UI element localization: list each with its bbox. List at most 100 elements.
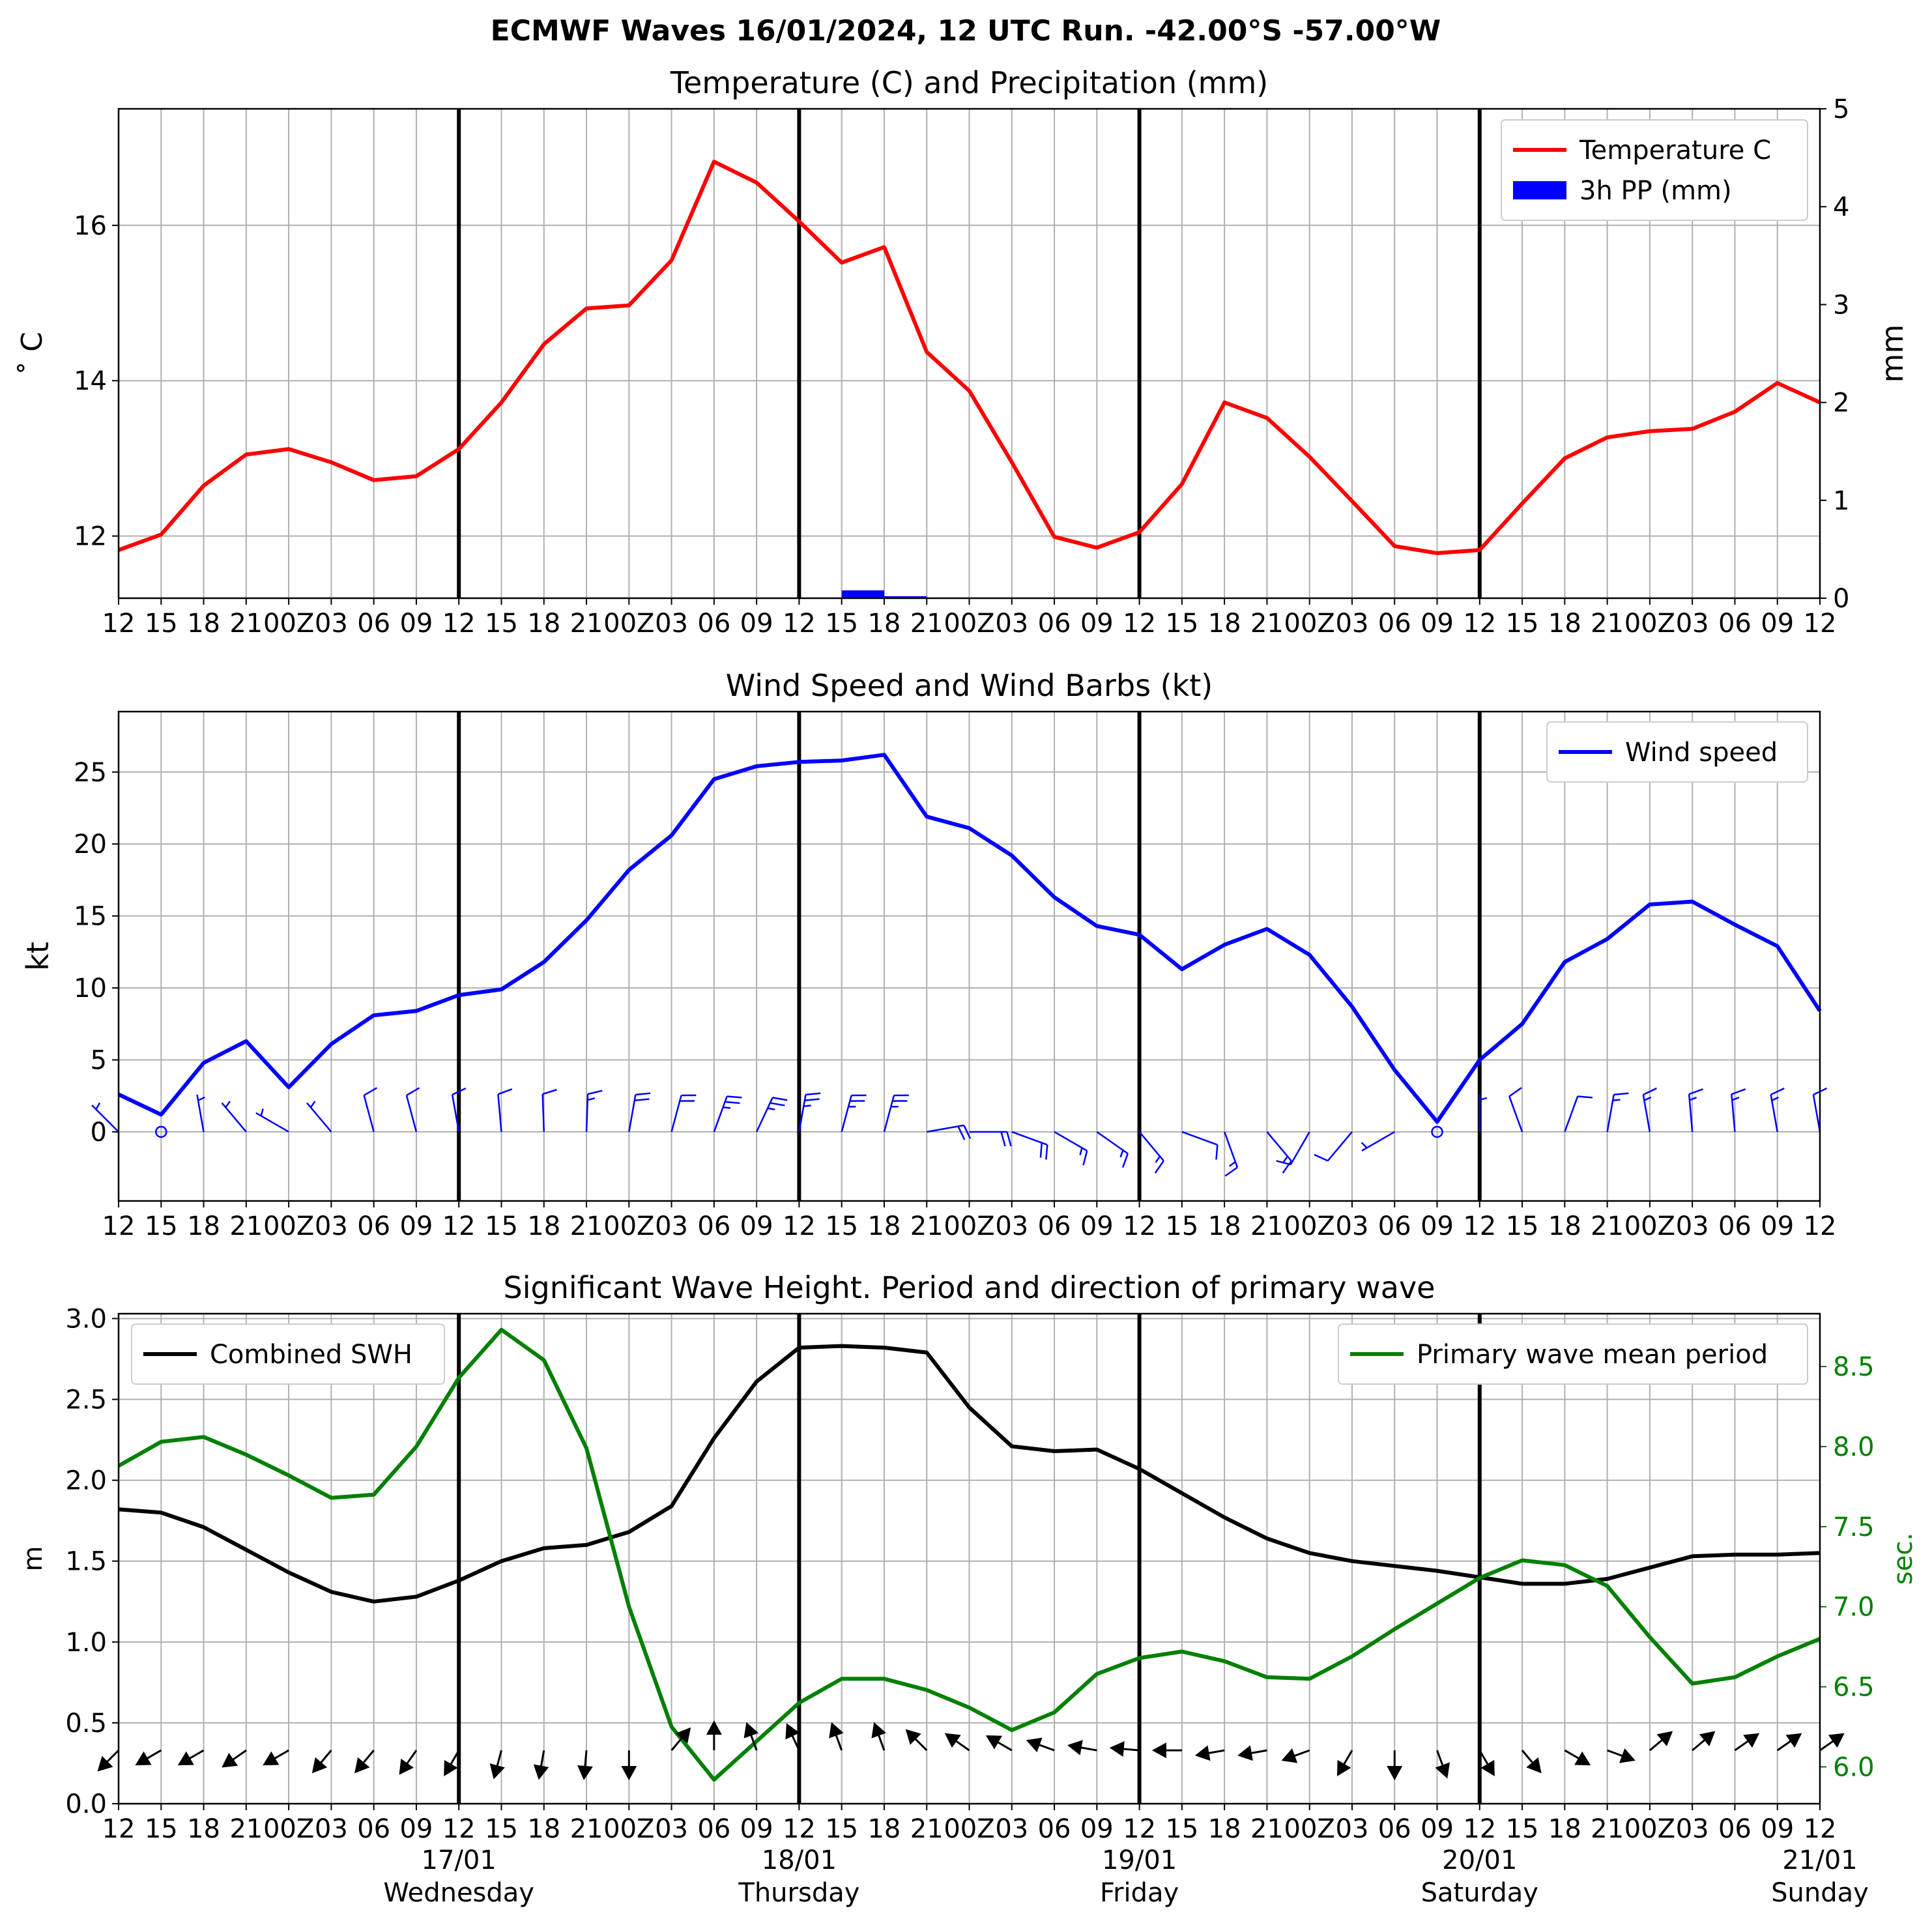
wind-barb-shaft [1054,1131,1088,1152]
wind-barb-shaft [1361,1131,1395,1152]
wave-arrow-head [1619,1748,1636,1763]
wave-arrow-head [1336,1759,1351,1776]
day-date-label: 17/01 [422,1845,497,1875]
x-tick-label: 21 [910,1814,944,1844]
wave-arrow-head [444,1759,458,1776]
wind-barb-calm [1431,1125,1443,1138]
wave-direction-arrow [97,1750,120,1772]
wind-barb [755,1097,788,1133]
wind-barb-feather [1224,1166,1238,1177]
x-tick-label: 18 [187,1211,220,1241]
wind-barb [306,1101,332,1133]
wind-barb [713,1095,742,1133]
x-tick-label: 03 [1336,609,1369,639]
wind-barb-half-feather [225,1101,231,1108]
wind-barb-half-feather [1771,1096,1780,1101]
y-tick-label: 10 [74,974,107,1004]
wind-barb-half-feather [310,1101,316,1108]
wave-direction-arrow [1564,1749,1591,1766]
legend-label: 3h PP (mm) [1579,176,1732,206]
wind-barb-feather [406,1087,420,1097]
wind-barb [1276,1131,1310,1166]
wind-barb-shaft [927,1124,964,1133]
x-tick-label: 06 [357,1814,390,1844]
wind-barb-half-feather [1155,1155,1161,1163]
x-tick-label: 12 [1463,1211,1496,1241]
wave-direction-arrow [1776,1733,1802,1752]
x-tick-label: 15 [1506,609,1539,639]
x-tick-label: 09 [1761,609,1794,639]
x-tick-label: 21 [1250,609,1284,639]
wind-barb [1606,1092,1629,1133]
y2-tick-label: 1 [1833,486,1849,516]
day-name-label: Wednesday [383,1878,534,1908]
wave-arrow-head [944,1733,961,1748]
wind-barb-shaft [1096,1131,1129,1155]
wind-barb-feather [963,1125,972,1140]
wave-arrow-head [489,1763,505,1780]
x-tick-label: 21 [1591,1814,1624,1844]
wind-barb-half-feather [1731,1097,1740,1101]
wave-direction-arrow [263,1749,289,1766]
x-tick-label: 15 [145,1814,178,1844]
wind-barb [405,1087,420,1133]
y-tick-label: 0.0 [65,1789,107,1819]
x-tick-label: 03 [995,1814,1028,1844]
wind-barb [1478,1093,1488,1132]
legend-label: Wind speed [1625,738,1778,768]
x-tick-label: 09 [1080,1814,1114,1844]
y2-tick-label: 7.5 [1833,1512,1875,1542]
wave-direction-arrow [670,1727,691,1752]
wave-direction-arrow [1734,1733,1760,1752]
wind-barb [1731,1088,1746,1133]
x-tick-label: 06 [1038,1814,1071,1844]
wind-barb-shaft [196,1094,205,1133]
x-tick-label: 00Z [944,1814,994,1844]
panel-title: Significant Wave Height. Period and dire… [504,1270,1435,1305]
legend-box [131,1323,445,1385]
wave-direction-arrow [1026,1737,1055,1753]
wind-barb-feather [542,1089,557,1095]
panel-title: Wind Speed and Wind Barbs (kt) [726,668,1213,703]
wave-arrow-head [1067,1740,1083,1755]
x-tick-label: 15 [1165,1211,1198,1241]
wind-barb [451,1087,467,1133]
x-tick-label: 12 [1804,1814,1837,1844]
wave-direction-arrow [1819,1733,1845,1752]
x-tick-label: 00Z [1284,609,1335,639]
x-tick-label: 12 [1123,1814,1156,1844]
x-tick-label: 06 [1038,609,1071,639]
wind-barb [1096,1131,1129,1168]
x-tick-label: 12 [1123,1211,1156,1241]
x-tick-label: 21 [1250,1211,1284,1241]
x-tick-label: 06 [697,1814,730,1844]
x-tick-label: 06 [1378,1814,1411,1844]
wind-barb-shaft [755,1097,773,1133]
wave-direction-arrow [489,1750,505,1780]
x-tick-label: 03 [315,1211,348,1241]
wave-direction-arrow [829,1722,844,1751]
wind-barb-feather [587,1090,603,1095]
wind-barb-feather [1613,1092,1629,1096]
wave-direction-arrow [905,1729,928,1752]
wind-barb-feather [805,1092,821,1096]
x-tick-label: 12 [783,609,816,639]
x-tick-label: 18 [527,1814,560,1844]
wave-arrow-head [985,1735,1002,1750]
x-tick-label: 09 [740,1211,773,1241]
wave-arrow-head [399,1758,414,1775]
legend-box [1338,1323,1808,1385]
wind-barb-shaft [497,1094,502,1133]
y-tick-label: 1.0 [65,1628,107,1658]
y2-tick-label: 0 [1833,584,1849,614]
y-tick-label: 15 [74,902,107,932]
wind-barb-feather [957,1125,966,1140]
wind-barb-shaft [541,1093,545,1133]
wave-arrow-head [871,1722,887,1739]
wave-arrow-head [706,1720,722,1735]
x-tick-label: 12 [1463,1814,1496,1844]
wind-barb-feather [1154,1160,1164,1174]
legend-label: Temperature C [1579,136,1771,166]
wind-barb [196,1094,205,1133]
